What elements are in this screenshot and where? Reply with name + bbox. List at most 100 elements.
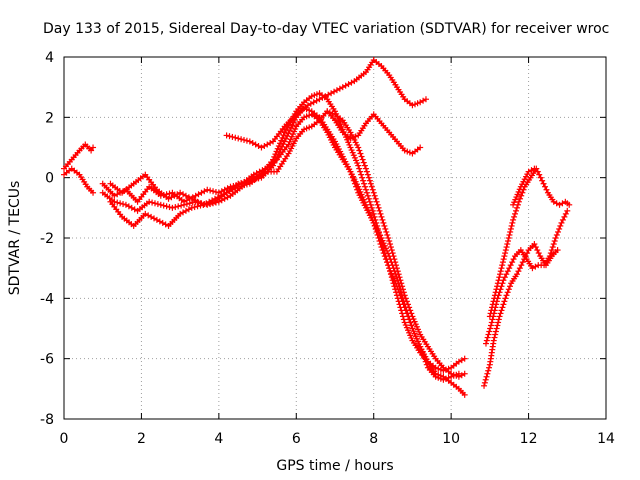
- data-point: [385, 235, 392, 241]
- data-point: [485, 331, 492, 338]
- data-point: [226, 133, 233, 140]
- data-point: [223, 132, 230, 139]
- data-point: [284, 133, 291, 140]
- series-11: [486, 165, 573, 320]
- data-point: [146, 198, 153, 205]
- data-point: [281, 138, 288, 145]
- data-point: [274, 145, 281, 152]
- data-point: [393, 283, 400, 290]
- data-point: [243, 137, 250, 144]
- data-point: [90, 189, 97, 196]
- data-point: [534, 247, 541, 254]
- data-point: [502, 250, 509, 257]
- data-point: [384, 259, 391, 266]
- data-point: [235, 135, 242, 142]
- data-point: [488, 319, 495, 326]
- data-point: [506, 283, 513, 290]
- data-point: [504, 241, 511, 248]
- data-point: [212, 188, 219, 195]
- data-point: [519, 189, 526, 196]
- data-point: [238, 136, 245, 143]
- data-point: [368, 183, 375, 190]
- data-point: [151, 200, 158, 207]
- data-point: [524, 250, 531, 257]
- data-point: [486, 328, 493, 335]
- data-point: [365, 195, 372, 202]
- data-point: [169, 204, 176, 211]
- data-point: [461, 355, 468, 362]
- data-point: [546, 253, 553, 260]
- data-point: [417, 144, 424, 151]
- data-point: [394, 277, 401, 284]
- data-point: [178, 202, 185, 209]
- data-point: [154, 201, 161, 208]
- data-point: [359, 156, 366, 163]
- series-2: [61, 165, 97, 196]
- data-point: [280, 141, 287, 148]
- data-point: [509, 259, 516, 266]
- data-point: [518, 262, 525, 269]
- data-point: [507, 262, 514, 269]
- grid-lines: [64, 57, 606, 419]
- data-point: [273, 154, 280, 161]
- data-point: [487, 322, 494, 329]
- data-point: [495, 316, 502, 323]
- data-point: [531, 241, 538, 248]
- y-tick-label: -8: [40, 412, 54, 428]
- data-point: [401, 304, 408, 311]
- data-point: [494, 322, 501, 329]
- data-point: [485, 367, 492, 374]
- data-point: [273, 148, 280, 155]
- data-point: [501, 298, 508, 305]
- data-point: [561, 213, 568, 220]
- data-point: [490, 298, 497, 305]
- data-point: [381, 250, 388, 257]
- data-point: [505, 286, 512, 293]
- data-point: [290, 119, 297, 126]
- data-point: [361, 162, 368, 169]
- data-point: [399, 313, 406, 320]
- data-point: [163, 203, 170, 210]
- data-point: [535, 250, 542, 257]
- series-line: [102, 113, 466, 372]
- data-point: [381, 247, 388, 254]
- data-point: [191, 204, 198, 211]
- data-point: [374, 201, 381, 208]
- data-point: [518, 192, 525, 199]
- data-point: [499, 259, 506, 266]
- data-point: [376, 231, 383, 238]
- data-point: [400, 316, 407, 323]
- data-point: [419, 349, 426, 356]
- data-point: [503, 271, 510, 278]
- data-point: [361, 180, 368, 187]
- data-point: [423, 361, 430, 368]
- data-point: [280, 132, 287, 139]
- y-tick-label: 2: [45, 110, 54, 126]
- data-point: [417, 343, 424, 350]
- data-point: [501, 253, 508, 260]
- data-point: [381, 222, 388, 229]
- data-point: [367, 180, 374, 187]
- data-point: [484, 370, 491, 377]
- data-point: [382, 225, 389, 232]
- data-point: [374, 222, 381, 229]
- data-point: [491, 334, 498, 341]
- data-point: [383, 228, 390, 235]
- data-point: [279, 134, 286, 141]
- data-point: [551, 238, 558, 245]
- x-axis-label: GPS time / hours: [276, 458, 393, 474]
- series-12: [510, 165, 538, 208]
- series-6: [107, 90, 462, 383]
- x-tick-label: 14: [597, 431, 615, 447]
- data-point: [372, 195, 379, 202]
- data-point: [370, 210, 377, 217]
- data-point: [513, 271, 520, 278]
- data-point: [362, 165, 369, 172]
- data-point: [186, 200, 193, 207]
- data-point: [356, 165, 363, 172]
- data-point: [160, 202, 167, 209]
- data-point: [375, 225, 382, 232]
- data-point: [371, 192, 378, 199]
- data-point: [507, 225, 514, 232]
